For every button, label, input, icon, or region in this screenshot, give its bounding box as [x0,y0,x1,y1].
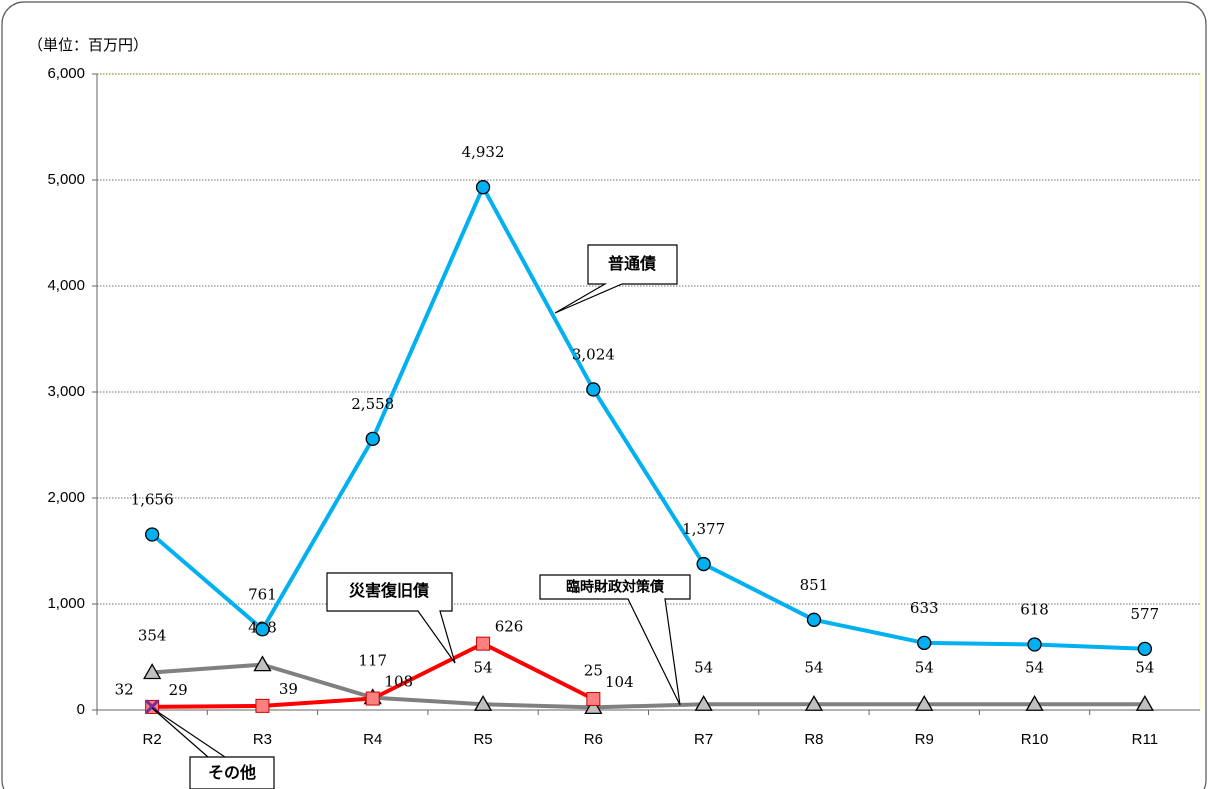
data-label: 104 [605,673,634,691]
data-label: 54 [1135,658,1154,676]
data-label: 32 [115,681,134,699]
marker [586,382,601,397]
marker [804,694,824,711]
data-label: 54 [694,658,713,676]
marker [473,694,493,711]
data-label: 618 [1020,600,1049,618]
marker [586,691,601,706]
y-tick-label: 0 [77,701,85,718]
data-label: 633 [910,599,939,617]
data-label: 25 [584,661,603,679]
marker [365,431,380,447]
callout-text: その他 [208,763,256,782]
data-label: 1,377 [682,520,725,538]
callout-sonota [151,707,275,789]
x-tick-label: R11 [1132,731,1158,748]
marker [696,556,711,572]
marker [255,698,270,713]
data-label: 54 [915,658,934,676]
series-line [150,185,1145,651]
x-tick-label: R8 [804,731,823,748]
data-label: 54 [804,658,823,676]
callout-saigai [326,572,456,664]
data-label: 54 [474,658,493,676]
callout-text: 臨時財政対策債 [566,579,664,595]
y-tick-label: 1,000 [47,595,85,612]
x-tick-label: R10 [1021,731,1049,748]
x-tick-label: R3 [253,731,272,748]
data-label: 108 [384,673,413,691]
marker [1137,641,1152,656]
marker [475,180,491,195]
marker [144,527,160,542]
marker [253,655,272,672]
data-label: 626 [495,618,524,636]
marker [255,622,270,637]
unit-label: （単位：百万円） [28,37,148,54]
callout-text: 普通債 [608,254,656,273]
callout-text: 災害復旧債 [349,581,429,600]
marker [694,694,713,711]
marker [1025,694,1044,711]
x-tick-label: R5 [473,731,492,748]
data-label: 761 [248,585,277,603]
callout-futsu [554,244,678,314]
data-label: 29 [169,681,188,699]
x-tick-label: R7 [694,731,713,748]
y-tick-label: 6,000 [47,65,85,82]
data-label: 1,656 [131,490,174,508]
marker [584,698,603,714]
marker [365,691,380,706]
marker [1027,637,1042,652]
data-label: 117 [358,652,387,670]
y-tick-label: 5,000 [47,171,85,188]
data-label: 3,024 [572,345,615,363]
x-tick-label: R4 [363,731,382,748]
marker [1135,694,1154,711]
y-tick-label: 4,000 [47,277,85,294]
marker [476,636,491,651]
data-label: 2,558 [351,395,394,413]
marker [806,612,822,627]
callout-rinji [539,574,691,706]
y-tick-label: 3,000 [47,383,85,400]
data-label: 577 [1131,605,1160,623]
marker [917,635,932,651]
marker [143,663,162,680]
series-line [152,662,1145,710]
x-tick-label: R9 [915,731,934,748]
data-label: 54 [1025,658,1044,676]
data-label: 354 [138,626,167,644]
marker [915,694,934,711]
x-tick-label: R6 [584,731,603,748]
x-tick-label: R2 [143,731,162,748]
data-label: 39 [279,680,298,698]
y-tick-label: 2,000 [47,489,85,506]
data-label: 851 [800,576,829,594]
data-label: 4,932 [462,143,505,161]
